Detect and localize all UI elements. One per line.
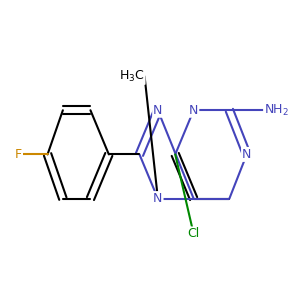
Text: N: N (153, 192, 163, 205)
Text: N: N (242, 148, 251, 161)
Text: F: F (15, 148, 22, 161)
Text: Cl: Cl (188, 227, 200, 240)
Text: H$_3$C: H$_3$C (119, 69, 145, 84)
Text: NH$_2$: NH$_2$ (264, 103, 289, 118)
Text: N: N (153, 104, 163, 117)
Text: N: N (189, 104, 198, 117)
